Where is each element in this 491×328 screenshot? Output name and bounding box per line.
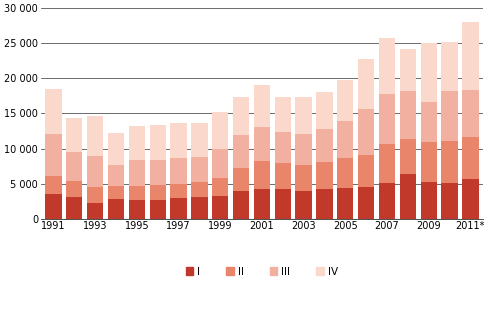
Bar: [191, 197, 208, 219]
Bar: [87, 115, 103, 155]
Bar: [462, 90, 479, 136]
Bar: [358, 155, 374, 187]
Bar: [191, 157, 208, 181]
Bar: [150, 200, 166, 219]
Bar: [66, 118, 82, 152]
Bar: [296, 191, 312, 219]
Bar: [462, 136, 479, 179]
Bar: [400, 91, 416, 139]
Bar: [233, 135, 249, 168]
Bar: [170, 123, 187, 158]
Bar: [87, 187, 103, 203]
Bar: [316, 92, 332, 129]
Bar: [316, 129, 332, 162]
Bar: [129, 186, 145, 200]
Bar: [212, 195, 228, 219]
Bar: [379, 38, 395, 94]
Bar: [296, 134, 312, 165]
Bar: [274, 96, 291, 133]
Bar: [441, 141, 458, 183]
Bar: [150, 185, 166, 200]
Bar: [170, 198, 187, 219]
Bar: [170, 184, 187, 198]
Bar: [191, 123, 208, 157]
Bar: [421, 43, 437, 102]
Bar: [254, 85, 270, 128]
Bar: [45, 134, 61, 176]
Bar: [274, 189, 291, 219]
Bar: [358, 187, 374, 219]
Bar: [212, 149, 228, 178]
Bar: [274, 163, 291, 189]
Bar: [400, 139, 416, 174]
Bar: [108, 165, 124, 186]
Bar: [45, 194, 61, 219]
Bar: [233, 191, 249, 219]
Bar: [337, 158, 354, 188]
Bar: [316, 189, 332, 219]
Bar: [150, 160, 166, 185]
Bar: [379, 94, 395, 144]
Bar: [421, 102, 437, 142]
Bar: [129, 200, 145, 219]
Bar: [254, 128, 270, 161]
Bar: [191, 181, 208, 197]
Bar: [296, 96, 312, 134]
Bar: [212, 178, 228, 195]
Bar: [337, 121, 354, 158]
Bar: [108, 199, 124, 219]
Bar: [233, 97, 249, 135]
Bar: [108, 186, 124, 199]
Bar: [316, 162, 332, 189]
Bar: [441, 183, 458, 219]
Bar: [441, 42, 458, 91]
Bar: [212, 112, 228, 149]
Bar: [400, 49, 416, 91]
Bar: [274, 133, 291, 163]
Bar: [129, 126, 145, 160]
Bar: [379, 183, 395, 219]
Legend: I, II, III, IV: I, II, III, IV: [182, 262, 342, 281]
Bar: [421, 142, 437, 182]
Bar: [462, 22, 479, 90]
Bar: [66, 197, 82, 219]
Bar: [296, 165, 312, 191]
Bar: [337, 188, 354, 219]
Bar: [108, 133, 124, 165]
Bar: [254, 189, 270, 219]
Bar: [87, 203, 103, 219]
Bar: [254, 161, 270, 189]
Bar: [421, 182, 437, 219]
Bar: [233, 168, 249, 191]
Bar: [170, 158, 187, 184]
Bar: [150, 125, 166, 160]
Bar: [66, 181, 82, 197]
Bar: [358, 109, 374, 155]
Bar: [45, 89, 61, 134]
Bar: [337, 80, 354, 121]
Bar: [379, 144, 395, 183]
Bar: [45, 176, 61, 194]
Bar: [400, 174, 416, 219]
Bar: [87, 155, 103, 187]
Bar: [129, 160, 145, 186]
Bar: [358, 59, 374, 109]
Bar: [441, 91, 458, 141]
Bar: [66, 152, 82, 181]
Bar: [462, 179, 479, 219]
